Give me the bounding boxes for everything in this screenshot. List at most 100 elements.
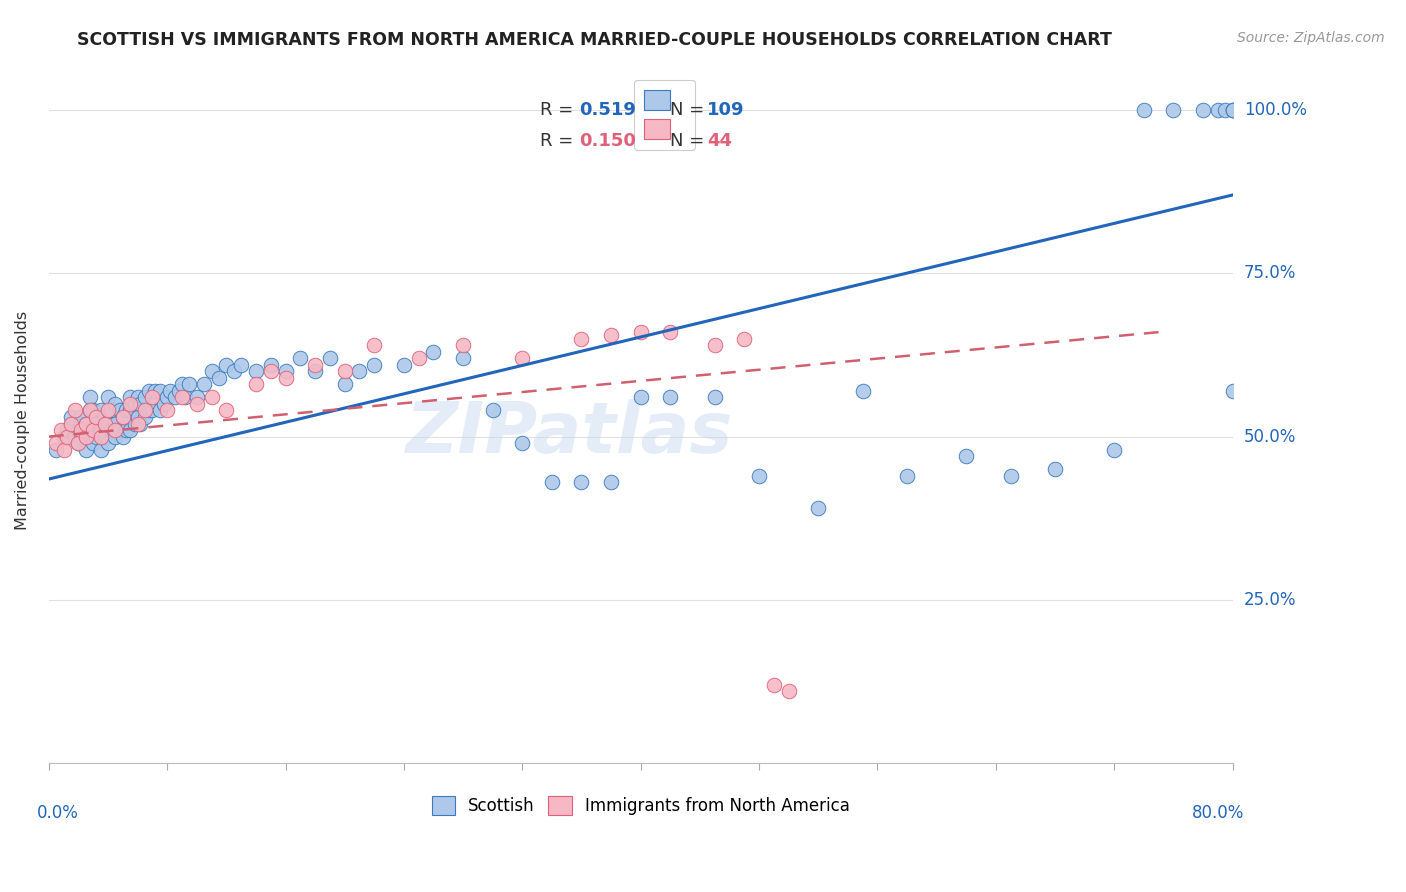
Point <box>170 377 193 392</box>
Point <box>79 403 101 417</box>
Point <box>510 351 533 366</box>
Point <box>120 403 142 417</box>
Point <box>120 423 142 437</box>
Point <box>215 358 238 372</box>
Point <box>94 417 117 431</box>
Point <box>304 358 326 372</box>
Point <box>82 423 104 437</box>
Point <box>70 423 93 437</box>
Point <box>104 423 127 437</box>
Point <box>333 377 356 392</box>
Point <box>52 429 75 443</box>
Point <box>120 397 142 411</box>
Point <box>186 397 208 411</box>
Point <box>138 384 160 398</box>
Point <box>159 384 181 398</box>
Point <box>186 391 208 405</box>
Point <box>97 403 120 417</box>
Point <box>141 403 163 417</box>
Point <box>108 403 131 417</box>
Point <box>260 358 283 372</box>
Point <box>100 403 122 417</box>
Point <box>45 442 67 457</box>
Point <box>104 397 127 411</box>
Point <box>67 436 90 450</box>
Point <box>97 417 120 431</box>
Point <box>245 377 267 392</box>
Point <box>659 391 682 405</box>
Point <box>108 423 131 437</box>
Point <box>59 410 82 425</box>
Point <box>90 442 112 457</box>
Point <box>94 429 117 443</box>
Point <box>193 377 215 392</box>
Text: R =: R = <box>540 102 579 120</box>
Point <box>129 417 152 431</box>
Point <box>778 684 800 698</box>
Point <box>70 417 93 431</box>
Point <box>84 429 107 443</box>
Text: 0.150: 0.150 <box>579 132 636 150</box>
Point <box>49 423 72 437</box>
Point <box>762 678 785 692</box>
Point <box>852 384 875 398</box>
Text: 50.0%: 50.0% <box>1244 427 1296 446</box>
Point <box>1222 384 1244 398</box>
Point <box>1222 103 1244 117</box>
Point <box>124 397 146 411</box>
Point <box>138 403 160 417</box>
Text: Source: ZipAtlas.com: Source: ZipAtlas.com <box>1237 31 1385 45</box>
Point <box>451 338 474 352</box>
Point <box>114 403 136 417</box>
Point <box>179 377 201 392</box>
Point <box>129 397 152 411</box>
Point <box>65 429 87 443</box>
Text: N =: N = <box>671 132 710 150</box>
Point <box>215 403 238 417</box>
Point <box>363 358 385 372</box>
Text: 44: 44 <box>707 132 733 150</box>
Text: 0.0%: 0.0% <box>37 805 79 822</box>
Point <box>82 403 104 417</box>
Point <box>90 423 112 437</box>
Point <box>100 423 122 437</box>
Point <box>82 423 104 437</box>
Point <box>170 391 193 405</box>
Point <box>451 351 474 366</box>
Point <box>70 410 93 425</box>
Point <box>127 410 149 425</box>
Point <box>173 391 195 405</box>
Point <box>111 410 134 425</box>
Point <box>571 475 593 490</box>
Point <box>408 351 430 366</box>
Point <box>149 384 172 398</box>
Point <box>200 391 222 405</box>
Point <box>55 423 77 437</box>
Point <box>1222 103 1244 117</box>
Text: 100.0%: 100.0% <box>1244 101 1306 120</box>
Point <box>134 410 156 425</box>
Text: R =: R = <box>540 132 579 150</box>
Point <box>94 410 117 425</box>
Point <box>65 403 87 417</box>
Point <box>304 364 326 378</box>
Point <box>1132 103 1154 117</box>
Point <box>630 391 652 405</box>
Point <box>955 449 977 463</box>
Point <box>45 436 67 450</box>
Text: 80.0%: 80.0% <box>1192 805 1244 822</box>
Point <box>748 468 770 483</box>
Point <box>127 417 149 431</box>
Point <box>134 403 156 417</box>
Point <box>143 384 166 398</box>
Text: ZIPatlas: ZIPatlas <box>406 400 734 468</box>
Point <box>82 436 104 450</box>
Point <box>59 417 82 431</box>
Point <box>703 338 725 352</box>
Point <box>571 332 593 346</box>
Point <box>75 429 97 443</box>
Point <box>79 391 101 405</box>
Point <box>290 351 312 366</box>
Point <box>807 501 830 516</box>
Point <box>481 403 503 417</box>
